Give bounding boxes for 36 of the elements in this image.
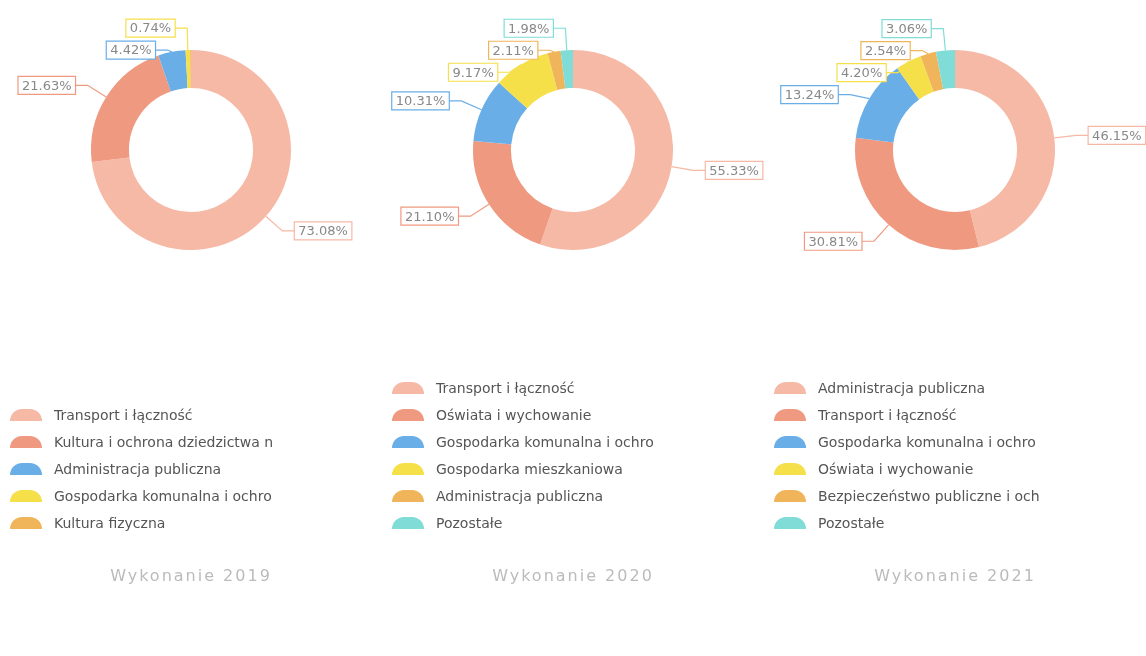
- legend-label: Gospodarka mieszkaniowa: [436, 460, 623, 477]
- data-label: 55.33%: [709, 162, 759, 178]
- legend-label: Bezpieczeństwo publiczne i och: [818, 487, 1040, 504]
- legend-label: Transport i łączność: [436, 379, 575, 396]
- legend-label: Administracja publiczna: [436, 487, 604, 504]
- text: Wykonanie 2021: [873, 566, 1037, 585]
- data-label: 10.31%: [395, 93, 446, 109]
- legend-label: Kultura fizyczna: [54, 514, 166, 531]
- legend-label: Oświata i wychowanie: [436, 406, 592, 423]
- data-label: 73.08%: [298, 223, 348, 239]
- data-label: 2.11%: [492, 42, 534, 58]
- text: Wykonanie 2020: [491, 566, 655, 585]
- legend-label: Transport i łączność: [818, 406, 957, 423]
- legend-label: Administracja publiczna: [54, 460, 222, 477]
- legend-label: Pozostałe: [818, 514, 885, 531]
- legend-label: Gospodarka komunalna i ochro: [818, 433, 1036, 450]
- data-label: 9.17%: [452, 64, 494, 80]
- data-label: 4.20%: [840, 64, 883, 80]
- data-label: 30.81%: [808, 233, 859, 249]
- data-label: 1.98%: [508, 20, 550, 36]
- data-label: 21.10%: [404, 208, 455, 224]
- legend-label: Pozostałe: [436, 514, 503, 531]
- data-label: 3.06%: [885, 20, 928, 36]
- data-label: 0.74%: [129, 20, 172, 36]
- legend-label: Transport i łączność: [54, 406, 193, 423]
- data-label: 4.42%: [110, 42, 152, 58]
- data-label: 46.15%: [1092, 127, 1142, 143]
- legend-label: Gospodarka komunalna i ochro: [54, 487, 272, 504]
- legend-label: Administracja publiczna: [818, 379, 986, 396]
- data-label: 2.54%: [864, 42, 907, 58]
- legend-label: Kultura i ochrona dziedzictwa n: [54, 433, 274, 450]
- data-label: 21.63%: [21, 77, 72, 93]
- legend-label: Gospodarka komunalna i ochro: [436, 433, 654, 450]
- text: Wykonanie 2019: [109, 566, 273, 585]
- legend-label: Oświata i wychowanie: [818, 460, 974, 477]
- data-label: 13.24%: [784, 86, 835, 102]
